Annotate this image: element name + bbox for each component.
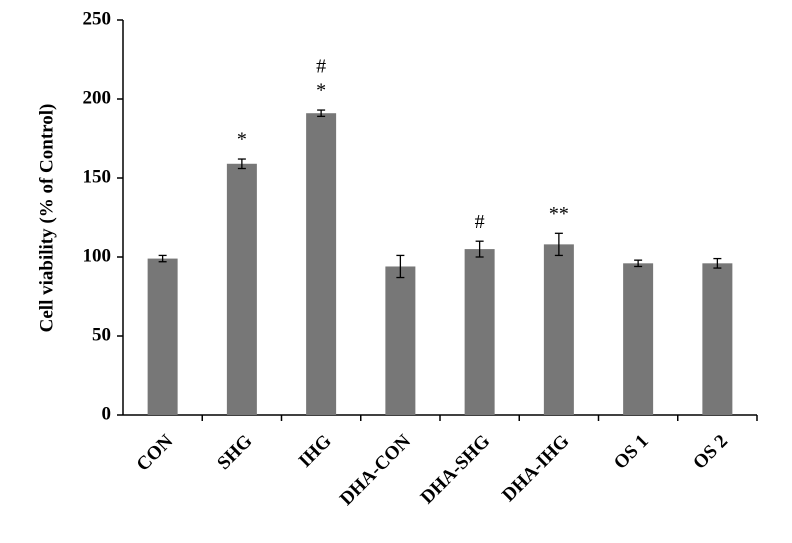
error-bar bbox=[554, 232, 563, 257]
y-tick-label: 250 bbox=[83, 8, 112, 29]
bar bbox=[385, 266, 416, 415]
bar bbox=[306, 113, 337, 415]
annotation: # bbox=[475, 211, 485, 233]
error-bar bbox=[634, 259, 643, 268]
bar bbox=[543, 244, 574, 415]
error-bar bbox=[237, 158, 246, 170]
annotation: * bbox=[316, 80, 326, 102]
annotation: * bbox=[237, 129, 247, 151]
x-tick-label: SHG bbox=[213, 431, 256, 474]
bar bbox=[226, 163, 257, 415]
annotation: # bbox=[316, 56, 326, 78]
bar bbox=[702, 263, 733, 415]
error-bar bbox=[396, 254, 405, 279]
x-tick-label: CON bbox=[133, 431, 178, 476]
x-tick-label: DHA-SHG bbox=[417, 431, 495, 509]
x-tick-label: DHA-IHG bbox=[498, 431, 573, 506]
bar bbox=[623, 263, 654, 415]
error-bar bbox=[158, 254, 167, 263]
x-tick-label: OS 2 bbox=[689, 431, 732, 474]
annotation: ** bbox=[549, 203, 569, 225]
bar bbox=[464, 249, 495, 415]
y-tick-label: 150 bbox=[83, 166, 112, 187]
bar bbox=[147, 258, 178, 415]
y-tick-label: 100 bbox=[83, 245, 112, 266]
y-tick-label: 50 bbox=[92, 324, 111, 345]
error-bar bbox=[713, 257, 722, 269]
x-tick-label: IHG bbox=[295, 431, 336, 472]
y-tick-label: 0 bbox=[102, 403, 112, 424]
y-tick-label: 200 bbox=[83, 87, 112, 108]
error-bar bbox=[317, 109, 326, 118]
x-tick-label: OS 1 bbox=[610, 431, 653, 474]
error-bar bbox=[475, 240, 484, 258]
y-axis-label: Cell viability (% of Control) bbox=[36, 104, 57, 333]
x-tick-label: DHA-CON bbox=[336, 431, 415, 510]
